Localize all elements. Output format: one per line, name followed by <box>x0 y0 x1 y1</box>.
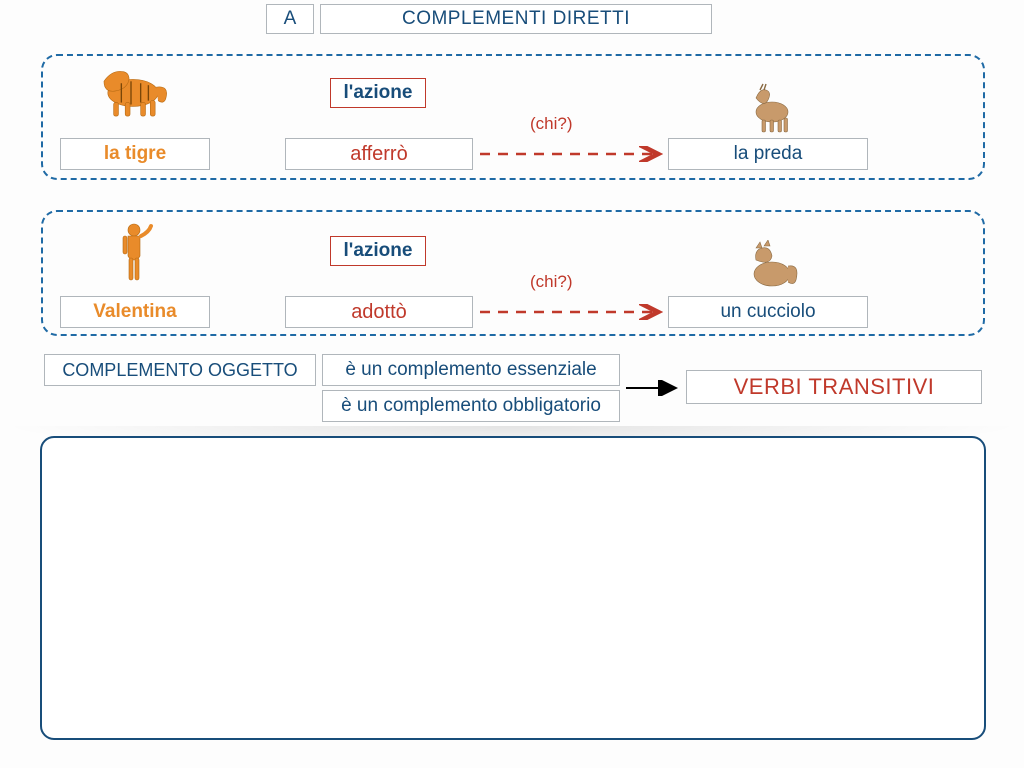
sentence-1-arrow <box>478 146 668 162</box>
sentence-1-subject: la tigre <box>60 138 210 170</box>
tiger-icon <box>92 62 170 118</box>
definition-2: è un complemento obbligatorio <box>322 390 620 422</box>
sentence-2-question: (chi?) <box>530 272 573 292</box>
verbi-transitivi-label: VERBI TRANSITIVI <box>686 370 982 404</box>
cat-icon <box>742 240 798 292</box>
definition-arrow <box>624 380 686 396</box>
header-title: COMPLEMENTI DIRETTI <box>320 4 712 34</box>
sentence-1-object: la preda <box>668 138 868 170</box>
diagram-canvas: { "colors": { "blue_text": "#184d7a", "o… <box>0 0 1024 768</box>
complemento-oggetto-label: COMPLEMENTO OGGETTO <box>44 354 316 386</box>
sentence-2-verb: adottò <box>285 296 473 328</box>
definition-1: è un complemento essenziale <box>322 354 620 386</box>
sentence-2-arrow <box>478 304 668 320</box>
sentence-2-azione-label: l'azione <box>330 236 426 266</box>
sentence-2-subject: Valentina <box>60 296 210 328</box>
sentence-2-object: un cucciolo <box>668 296 868 328</box>
header-letter: A <box>266 4 314 34</box>
sentence-1-azione-label: l'azione <box>330 78 426 108</box>
sentence-1-question: (chi?) <box>530 114 573 134</box>
person-icon <box>114 222 154 284</box>
fawn-icon <box>742 82 798 134</box>
bottom-empty-box <box>40 436 986 740</box>
sentence-1-verb: afferrò <box>285 138 473 170</box>
